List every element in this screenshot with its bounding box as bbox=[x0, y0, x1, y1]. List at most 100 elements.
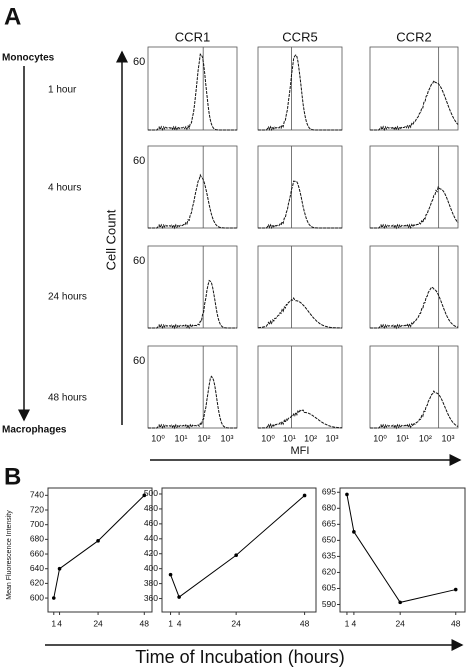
y-tick-label: 600 bbox=[30, 592, 44, 602]
x-tick-label: 10² bbox=[304, 433, 317, 443]
histogram-curve bbox=[258, 54, 342, 132]
x-tick-label: 1 bbox=[345, 618, 350, 628]
y-tick-label: 620 bbox=[322, 567, 336, 577]
data-line bbox=[346, 494, 456, 603]
data-point bbox=[345, 492, 349, 497]
histogram-frame bbox=[369, 345, 459, 429]
data-point bbox=[142, 493, 147, 498]
time-label: 24 hours bbox=[48, 292, 87, 303]
column-header: CCR1 bbox=[175, 29, 210, 44]
data-point bbox=[168, 572, 173, 577]
x-tick-label: 10¹ bbox=[174, 433, 187, 443]
x-tick-label: 24 bbox=[231, 618, 241, 628]
y-tick-label: 665 bbox=[322, 519, 336, 529]
x-tick-label: 24 bbox=[395, 618, 405, 628]
y-tick-label: 60 bbox=[133, 255, 145, 267]
histogram-frame bbox=[257, 345, 343, 429]
panel-label: A bbox=[4, 3, 21, 30]
data-point bbox=[51, 596, 56, 600]
x-tick-label: 4 bbox=[57, 618, 62, 628]
x-tick-label: 10³ bbox=[441, 433, 454, 443]
y-tick-label: 400 bbox=[144, 563, 158, 573]
data-line bbox=[53, 494, 145, 599]
data-line bbox=[170, 495, 305, 598]
x-tick-label: 10⁰ bbox=[261, 433, 275, 443]
data-point bbox=[96, 539, 100, 543]
x-axis-label: Time of Incubation (hours) bbox=[135, 647, 344, 667]
y-tick-label: 680 bbox=[30, 534, 44, 544]
histogram-curve bbox=[370, 186, 459, 230]
x-tick-label: 10¹ bbox=[283, 433, 296, 443]
y-tick-label: 620 bbox=[30, 578, 44, 588]
panel-label: B bbox=[4, 463, 21, 490]
plot-frame bbox=[47, 487, 153, 613]
x-tick-label: 10³ bbox=[220, 433, 233, 443]
y-tick-label: 700 bbox=[30, 519, 44, 529]
y-tick-label: 480 bbox=[144, 503, 158, 513]
histogram-curve bbox=[148, 375, 237, 430]
y-axis-label: Cell Count bbox=[103, 209, 118, 270]
time-label: 48 hours bbox=[48, 393, 87, 404]
x-tick-label: 1 bbox=[51, 618, 56, 628]
data-point bbox=[398, 600, 402, 605]
histogram-curve bbox=[148, 173, 237, 230]
y-tick-label: 605 bbox=[322, 583, 336, 593]
x-tick-label: 4 bbox=[177, 618, 182, 628]
histogram-curve bbox=[258, 180, 342, 230]
y-tick-label: 680 bbox=[322, 503, 336, 513]
histogram-curve bbox=[257, 297, 342, 329]
y-tick-label: 695 bbox=[322, 487, 336, 497]
y-tick-label: 640 bbox=[30, 563, 44, 573]
y-tick-label: 380 bbox=[144, 578, 158, 588]
timeline-end: Macrophages bbox=[2, 425, 67, 436]
histogram-frame bbox=[257, 245, 343, 329]
timeline-start: Monocytes bbox=[2, 53, 55, 64]
histogram-frame bbox=[257, 145, 343, 229]
y-tick-label: 60 bbox=[133, 155, 145, 167]
y-tick-label: 60 bbox=[133, 355, 145, 367]
data-point bbox=[453, 587, 458, 592]
x-tick-label: 10⁰ bbox=[373, 433, 387, 443]
column-header: CCR5 bbox=[282, 29, 317, 44]
histogram-curve bbox=[370, 390, 459, 430]
histogram-frame bbox=[147, 46, 238, 131]
y-tick-label: 660 bbox=[30, 548, 44, 558]
y-tick-label: 650 bbox=[322, 535, 336, 545]
data-point bbox=[352, 530, 356, 534]
time-label: 1 hour bbox=[48, 85, 77, 96]
histogram-frame bbox=[147, 145, 238, 229]
x-axis-label: MFI bbox=[291, 445, 310, 457]
x-tick-label: 10² bbox=[197, 433, 210, 443]
y-tick-label: 360 bbox=[144, 593, 158, 603]
x-tick-label: 10³ bbox=[325, 433, 338, 443]
histogram-curve bbox=[258, 409, 342, 429]
x-tick-label: 1 bbox=[168, 618, 173, 628]
histogram-curve bbox=[370, 286, 459, 330]
column-header: CCR2 bbox=[396, 29, 431, 44]
data-point bbox=[57, 566, 62, 571]
x-tick-label: 48 bbox=[451, 618, 461, 628]
x-tick-label: 24 bbox=[93, 618, 103, 628]
y-tick-label: 460 bbox=[144, 518, 158, 528]
x-tick-label: 10² bbox=[419, 433, 432, 443]
y-tick-label: 500 bbox=[144, 488, 158, 498]
histogram-frame bbox=[369, 245, 459, 329]
y-tick-label: 420 bbox=[144, 548, 158, 558]
time-label: 4 hours bbox=[48, 183, 81, 194]
x-tick-label: 48 bbox=[300, 618, 310, 628]
y-tick-label: 590 bbox=[322, 599, 336, 609]
histogram-frame bbox=[369, 46, 459, 131]
x-tick-label: 48 bbox=[140, 618, 150, 628]
data-point bbox=[177, 595, 181, 599]
plot-frame bbox=[161, 487, 317, 613]
histogram-frame bbox=[147, 245, 238, 329]
histogram-frame bbox=[257, 46, 343, 131]
y-tick-label: 720 bbox=[30, 504, 44, 514]
y-tick-label: 740 bbox=[30, 490, 44, 500]
histogram-curve bbox=[370, 79, 459, 132]
y-axis-label: Mean Fluorescence Intensity bbox=[6, 510, 13, 600]
x-tick-label: 10⁰ bbox=[151, 433, 165, 443]
x-tick-label: 10¹ bbox=[396, 433, 409, 443]
histogram-curve bbox=[148, 53, 237, 132]
